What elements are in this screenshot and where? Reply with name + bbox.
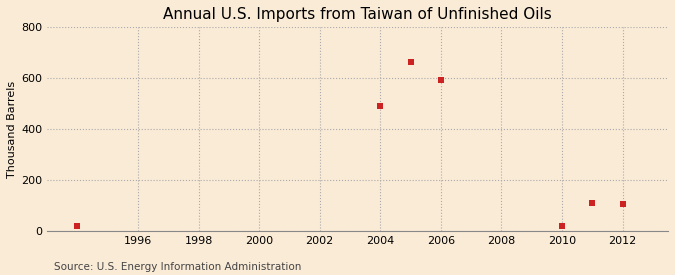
Point (587, 201, 598, 205)
Point (405, 59, 416, 64)
Point (435, 77, 446, 82)
Point (617, 202, 628, 207)
Point (375, 104, 385, 109)
Y-axis label: Thousand Barrels: Thousand Barrels (7, 81, 17, 178)
Point (72, 224, 83, 228)
Point (557, 224, 568, 228)
Title: Annual U.S. Imports from Taiwan of Unfinished Oils: Annual U.S. Imports from Taiwan of Unfin… (163, 7, 552, 22)
Text: Source: U.S. Energy Information Administration: Source: U.S. Energy Information Administ… (54, 262, 301, 272)
